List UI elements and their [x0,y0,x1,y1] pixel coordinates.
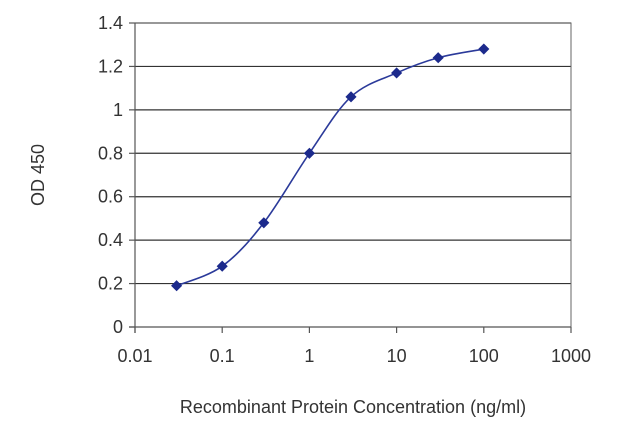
x-tick-label-4: 100 [469,346,499,366]
data-point-6 [432,52,444,64]
y-tick-label-2: 0.4 [98,230,123,250]
series-layer [171,43,490,292]
y-tick-label-4: 0.8 [98,143,123,163]
data-point-5 [391,67,403,79]
data-point-2 [258,217,270,229]
x-tick-label-5: 1000 [551,346,591,366]
axes-layer [129,22,572,333]
y-tick-labels: 0 0.2 0.4 0.6 0.8 1 1.2 1.4 [98,13,123,337]
y-tick-label-3: 0.6 [98,187,123,207]
data-point-3 [303,147,315,159]
x-axis-title: Recombinant Protein Concentration (ng/ml… [180,397,526,417]
y-tick-label-1: 0.2 [98,274,123,294]
y-tick-label-5: 1 [113,100,123,120]
x-tick-labels: 0.01 0.1 1 10 100 1000 [117,346,591,366]
grid-layer [135,22,571,285]
y-tick-label-6: 1.2 [98,56,123,76]
y-tick-label-7: 1.4 [98,13,123,33]
data-point-7 [478,43,490,55]
y-tick-label-0: 0 [113,317,123,337]
y-axis-title: OD 450 [28,144,48,206]
x-tick-label-0: 0.01 [117,346,152,366]
x-tick-label-1: 0.1 [210,346,235,366]
data-point-4 [345,91,357,103]
series-line-0 [176,48,484,287]
x-tick-label-3: 10 [387,346,407,366]
plot-border [134,22,572,328]
data-point-0 [171,280,183,292]
data-point-1 [216,260,228,272]
x-tick-label-2: 1 [304,346,314,366]
